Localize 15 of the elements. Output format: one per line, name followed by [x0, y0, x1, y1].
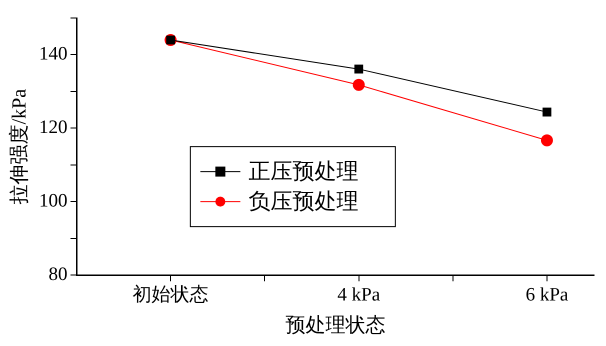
- y-tick-label: 80: [48, 264, 68, 286]
- point: [354, 64, 364, 74]
- point: [542, 108, 552, 116]
- y-axis-title: 拉伸强度/kPa: [8, 88, 30, 204]
- y-tick-label: 120: [39, 117, 68, 138]
- legend-label: 负压预处理: [248, 188, 358, 214]
- x-tick-label: 4 kPa: [337, 284, 381, 306]
- x-tick-label: 6 kPa: [526, 284, 569, 306]
- y-tick-label: 100: [39, 190, 68, 212]
- point: [352, 78, 365, 91]
- x-tick-label: 初始状态: [132, 284, 209, 306]
- point: [540, 134, 553, 146]
- legend-label: 正压预处理: [248, 158, 358, 184]
- y-tick-label: 140: [39, 44, 68, 65]
- x-axis-title: 预处理状态: [285, 314, 386, 336]
